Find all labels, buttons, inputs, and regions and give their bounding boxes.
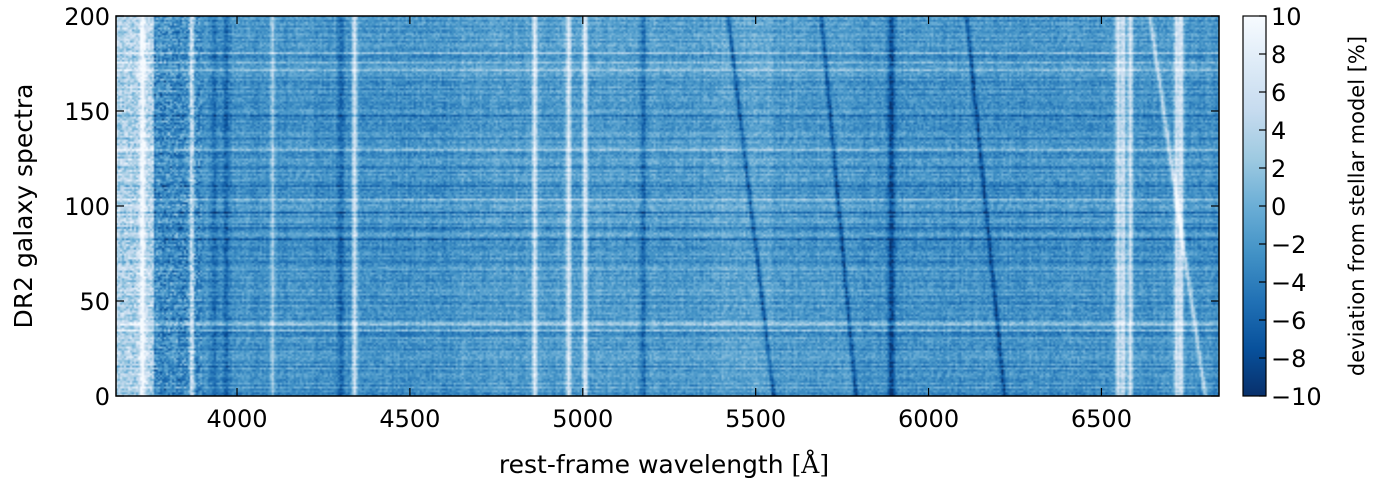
colorbar-tick-label: 8 [1271, 41, 1286, 69]
y-axis: 0 50 100 150 200 [64, 3, 1219, 411]
x-axis-title: rest-frame wavelength [Å] [499, 449, 829, 479]
y-tick-label: 200 [64, 3, 110, 31]
x-tick-label: 5500 [725, 405, 786, 433]
colorbar-tick-label: 0 [1271, 193, 1286, 221]
x-tick-label: 6500 [1071, 405, 1132, 433]
x-tick-label: 5000 [552, 405, 613, 433]
x-tick-label: 4000 [206, 405, 267, 433]
x-tick-label: 6000 [898, 405, 959, 433]
colorbar-tick-label: −10 [1271, 383, 1322, 411]
heatmap-plot-area [115, 15, 1220, 397]
colorbar-tick-label: 6 [1271, 79, 1286, 107]
colorbar-tick-label: 2 [1271, 155, 1286, 183]
colorbar: 10 8 6 4 2 0 −2 −4 −6 −8 −10 [1242, 3, 1322, 411]
colorbar-tick-label: −8 [1271, 345, 1306, 373]
y-tick-label: 50 [79, 288, 110, 316]
colorbar-tick-label: −4 [1271, 269, 1306, 297]
colorbar-tick-label: 4 [1271, 117, 1286, 145]
y-tick-label: 0 [95, 383, 110, 411]
x-tick-label: 4500 [379, 405, 440, 433]
colorbar-tick-label: 10 [1271, 3, 1302, 31]
heatmap-image [116, 16, 1219, 396]
y-axis-title: DR2 galaxy spectra [9, 84, 38, 329]
x-axis: 4000 4500 5000 5500 6000 6500 [206, 16, 1132, 433]
colorbar-tick-label: −6 [1271, 307, 1306, 335]
y-tick-label: 150 [64, 98, 110, 126]
y-tick-label: 100 [64, 193, 110, 221]
colorbar-tick-label: −2 [1271, 231, 1306, 259]
colorbar-title: deviation from stellar model [%] [1345, 36, 1369, 376]
